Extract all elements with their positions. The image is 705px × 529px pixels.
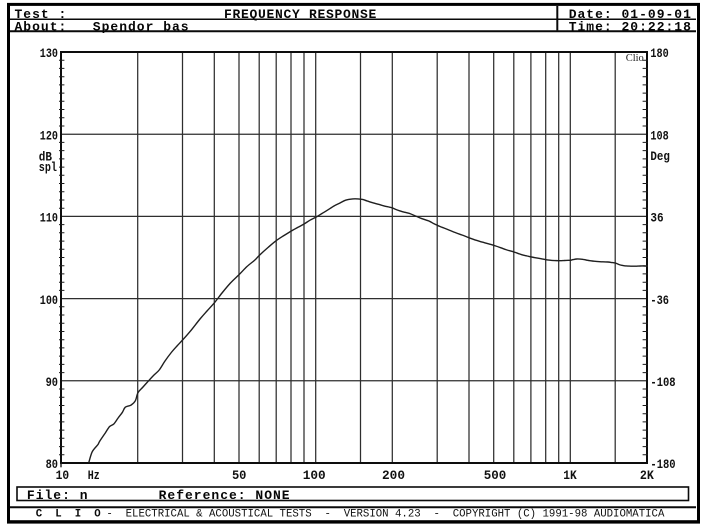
svg-text:120: 120	[40, 128, 58, 143]
svg-text:About:: About:	[15, 20, 68, 35]
svg-text:Date: 01-09-01: Date: 01-09-01	[569, 7, 692, 22]
svg-text:FREQUENCY RESPONSE: FREQUENCY RESPONSE	[224, 7, 377, 22]
svg-text:90: 90	[46, 375, 59, 390]
svg-text:100: 100	[303, 468, 326, 483]
svg-text:-180: -180	[650, 457, 675, 472]
svg-text:Reference: NONE: Reference: NONE	[159, 488, 291, 503]
svg-text:File: n: File: n	[27, 488, 89, 503]
svg-text:200: 200	[382, 468, 405, 483]
svg-text:C L I O: C L I O	[36, 508, 102, 520]
svg-text:Spendor bas: Spendor bas	[93, 20, 190, 35]
svg-text:10: 10	[56, 468, 70, 483]
svg-text:130: 130	[40, 46, 58, 61]
svg-text:36: 36	[650, 211, 663, 226]
svg-text:108: 108	[650, 128, 668, 143]
svg-text:500: 500	[484, 468, 507, 483]
svg-text:spl: spl	[39, 160, 57, 175]
svg-text:Hz: Hz	[88, 468, 100, 483]
svg-text:2K: 2K	[640, 468, 654, 483]
svg-text:Test :: Test :	[15, 7, 68, 22]
svg-text:-36: -36	[650, 293, 669, 308]
svg-text:110: 110	[40, 211, 58, 226]
svg-text:80: 80	[46, 457, 59, 472]
svg-text:1K: 1K	[563, 468, 577, 483]
svg-text:Time: 20:22:18: Time: 20:22:18	[569, 20, 692, 35]
svg-text:100: 100	[40, 293, 58, 308]
svg-text:dB: dB	[39, 149, 52, 164]
svg-text:- ELECTRICAL & ACOUSTICAL TES: - ELECTRICAL & ACOUSTICAL TESTS - VERSIO…	[106, 508, 665, 520]
svg-text:50: 50	[232, 468, 247, 483]
svg-text:-108: -108	[650, 375, 675, 390]
svg-text:Deg: Deg	[650, 149, 670, 164]
svg-text:Clio: Clio	[626, 53, 644, 64]
svg-text:180: 180	[650, 46, 668, 61]
